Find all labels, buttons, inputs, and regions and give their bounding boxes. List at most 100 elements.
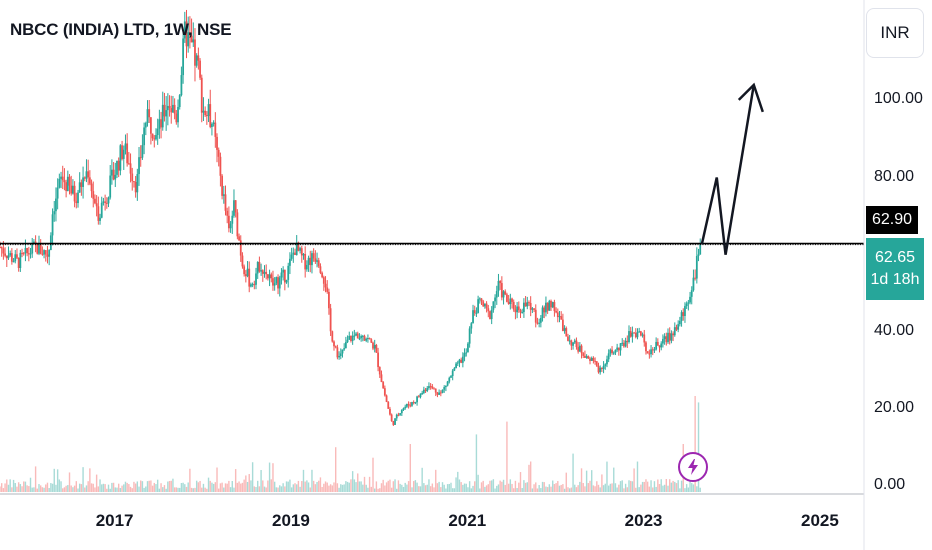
candle-body: [609, 349, 612, 354]
volume-bar: [231, 481, 233, 492]
candle-body: [616, 347, 619, 350]
volume-bar: [155, 484, 157, 492]
volume-bar: [385, 482, 388, 492]
volume-bar: [272, 463, 274, 492]
candle-body: [651, 349, 654, 351]
volume-bar: [129, 486, 132, 492]
volume-bar: [119, 488, 122, 492]
candle-body: [395, 414, 398, 419]
volume-bar: [614, 483, 617, 492]
volume-bar: [694, 396, 696, 492]
candle-body: [458, 359, 461, 363]
candle-body: [190, 35, 193, 43]
volume-bar: [90, 483, 93, 492]
candle-body: [216, 136, 218, 150]
volume-bar: [607, 485, 610, 492]
candle-body: [697, 254, 700, 257]
volume-bar: [523, 480, 525, 492]
volume-bars: [0, 396, 701, 492]
volume-bar: [619, 481, 622, 492]
lightning-icon[interactable]: [678, 452, 708, 482]
volume-bar: [243, 479, 245, 492]
candle-body: [143, 127, 146, 146]
candle-body: [46, 254, 49, 257]
candle-body: [623, 342, 625, 347]
candle-body: [68, 176, 71, 186]
volume-bar: [117, 483, 120, 492]
volume-bar: [507, 483, 510, 492]
volume-bar: [538, 485, 540, 492]
candle-body: [78, 182, 81, 193]
volume-bar: [134, 483, 137, 492]
candle-body: [14, 254, 17, 262]
y-tick-label: 80.00: [874, 167, 915, 185]
candle-body: [187, 32, 190, 47]
volume-bar: [265, 487, 267, 492]
volume-bar: [504, 484, 506, 492]
candle-body: [692, 277, 695, 291]
candle-body: [511, 298, 513, 302]
volume-bar: [641, 481, 644, 492]
volume-bar: [89, 468, 91, 492]
candle-body: [272, 278, 274, 286]
volume-bar: [4, 483, 6, 492]
candle-body: [346, 339, 349, 343]
candle-body: [317, 260, 320, 267]
volume-bar: [94, 487, 96, 492]
currency-button[interactable]: INR: [866, 8, 924, 58]
volume-bar: [241, 482, 244, 492]
volume-bar: [616, 487, 618, 492]
volume-bar: [546, 487, 549, 492]
candle-body: [522, 302, 525, 313]
candle-body: [641, 334, 644, 336]
candle-body: [209, 104, 212, 127]
volume-bar: [39, 485, 42, 492]
volume-bar: [457, 471, 459, 492]
candle-body: [87, 171, 90, 178]
volume-bar: [204, 487, 206, 492]
candle-body: [507, 301, 510, 305]
candle-body: [173, 104, 176, 114]
candle-body: [343, 348, 346, 350]
candle-body: [258, 261, 261, 272]
volume-bar: [277, 487, 279, 492]
volume-bar: [180, 483, 183, 492]
volume-bar: [165, 488, 167, 492]
candle-body: [367, 338, 369, 340]
volume-bar: [133, 481, 135, 492]
candle-body: [455, 363, 457, 369]
volume-bar: [80, 484, 83, 492]
volume-bar: [58, 479, 61, 492]
candle-body: [397, 414, 400, 416]
candle-body: [56, 187, 59, 199]
candle-body: [260, 270, 262, 272]
volume-bar: [470, 488, 473, 492]
volume-bar: [280, 486, 283, 492]
candle-body: [214, 122, 217, 137]
volume-bar: [399, 483, 401, 492]
candle-body: [144, 123, 147, 128]
volume-bar: [95, 474, 98, 492]
volume-bar: [114, 487, 116, 492]
volume-bar: [660, 479, 662, 492]
volume-bar: [426, 484, 428, 492]
candle-body: [60, 176, 62, 179]
countdown-label: 1d 18h: [870, 271, 920, 288]
volume-bar: [451, 488, 454, 492]
volume-bar: [496, 485, 498, 492]
volume-bar: [543, 482, 545, 492]
volume-bar: [591, 470, 593, 492]
volume-bar: [43, 487, 45, 492]
volume-bar: [367, 487, 369, 492]
volume-bar: [116, 487, 118, 492]
volume-bar: [207, 477, 210, 492]
candle-body: [243, 266, 246, 275]
candle-body: [304, 253, 307, 270]
volume-bar: [412, 481, 415, 492]
candle-body: [319, 266, 322, 273]
candle-body: [524, 302, 527, 307]
candle-body: [185, 21, 188, 47]
volume-bar: [346, 481, 349, 492]
candle-body: [422, 389, 425, 393]
